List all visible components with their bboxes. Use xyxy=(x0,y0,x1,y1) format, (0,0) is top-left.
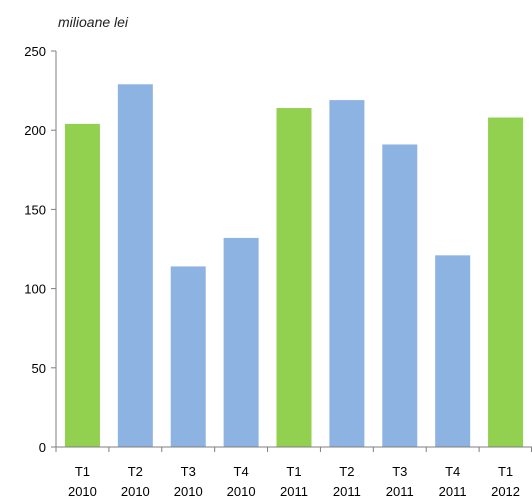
bar xyxy=(64,123,100,447)
bar xyxy=(435,255,471,447)
x-tick-label-quarter: T1 xyxy=(75,464,90,479)
y-tick-label: 250 xyxy=(24,44,46,59)
x-tick-label-year: 2012 xyxy=(491,484,520,499)
y-tick-label: 50 xyxy=(32,361,46,376)
x-tick-label-year: 2011 xyxy=(439,484,467,499)
bar xyxy=(382,144,418,447)
bar xyxy=(276,108,312,448)
y-tick-label: 0 xyxy=(39,440,46,455)
x-tick-label-year: 2011 xyxy=(386,484,414,499)
x-tick-label-year: 2011 xyxy=(333,484,361,499)
bars xyxy=(64,84,524,448)
x-tick-label-quarter: T3 xyxy=(392,464,407,479)
bar xyxy=(117,84,153,447)
x-tick-label-quarter: T1 xyxy=(286,464,301,479)
y-tick-label: 100 xyxy=(24,282,46,297)
x-tick-label-quarter: T4 xyxy=(445,464,460,479)
x-tick-label-quarter: T4 xyxy=(234,464,249,479)
x-tick-label-quarter: T2 xyxy=(128,464,143,479)
x-tick-label-year: 2010 xyxy=(121,484,150,499)
y-axis: 0 50 100 150 200 250 xyxy=(24,44,57,455)
bar xyxy=(223,237,259,447)
x-tick-label-year: 2011 xyxy=(280,484,308,499)
x-tick-label-quarter: T3 xyxy=(181,464,196,479)
y-axis-unit-label: milioane lei xyxy=(58,14,129,30)
x-tick-label-year: 2010 xyxy=(227,484,256,499)
bar xyxy=(488,117,524,447)
x-axis: T1 2010 T2 2010 T3 2010 T4 2010 T1 2011 T2 2011 T3 20… xyxy=(55,446,532,499)
x-tick-label-quarter: T1 xyxy=(498,464,513,479)
x-tick-label-quarter: T2 xyxy=(339,464,354,479)
y-tick-label: 200 xyxy=(24,123,46,138)
bar xyxy=(329,100,365,447)
bar xyxy=(170,266,206,447)
x-tick-label-year: 2010 xyxy=(68,484,97,499)
y-tick-label: 150 xyxy=(24,202,46,217)
x-tick-label-year: 2010 xyxy=(174,484,203,499)
